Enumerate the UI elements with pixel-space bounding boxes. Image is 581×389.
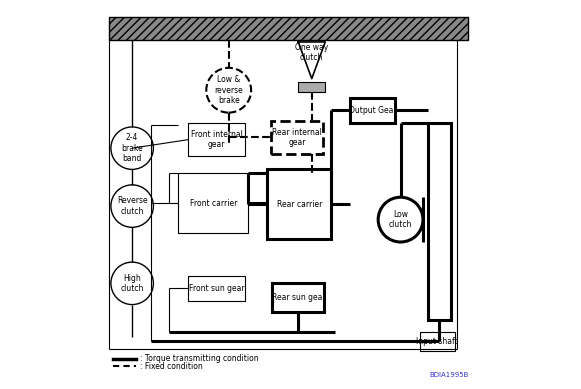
Text: Input shaft: Input shaft (417, 337, 458, 346)
Text: Rear sun gear: Rear sun gear (271, 293, 325, 302)
Text: Front internal
gear: Front internal gear (191, 130, 243, 149)
Text: High
clutch: High clutch (120, 273, 144, 293)
Text: Rear carrier: Rear carrier (277, 200, 322, 209)
Text: BDIA1995B: BDIA1995B (429, 372, 468, 378)
Bar (420, 331, 455, 351)
Text: : Fixed condition: : Fixed condition (140, 362, 203, 371)
Bar (109, 17, 468, 40)
Bar (188, 276, 245, 301)
Bar (272, 283, 324, 312)
Text: Low &
reverse
brake: Low & reverse brake (214, 75, 243, 105)
Bar (350, 98, 394, 123)
Bar (188, 123, 245, 156)
Bar (428, 123, 451, 320)
Text: Front sun gear: Front sun gear (189, 284, 245, 293)
Bar (271, 121, 324, 154)
Text: Output Gear: Output Gear (349, 106, 396, 115)
Bar (178, 173, 248, 233)
Bar (267, 169, 331, 239)
Text: 2-4
brake
band: 2-4 brake band (121, 133, 143, 163)
Bar (109, 17, 468, 40)
Text: Reverse
clutch: Reverse clutch (117, 196, 148, 216)
Text: : Torque transmitting condition: : Torque transmitting condition (140, 354, 259, 363)
Text: One way
clutch: One way clutch (295, 43, 328, 62)
Text: Rear internal
gear: Rear internal gear (272, 128, 322, 147)
Bar (298, 82, 325, 92)
Text: Low
clutch: Low clutch (389, 210, 413, 229)
Text: Front carrier: Front carrier (189, 199, 237, 208)
